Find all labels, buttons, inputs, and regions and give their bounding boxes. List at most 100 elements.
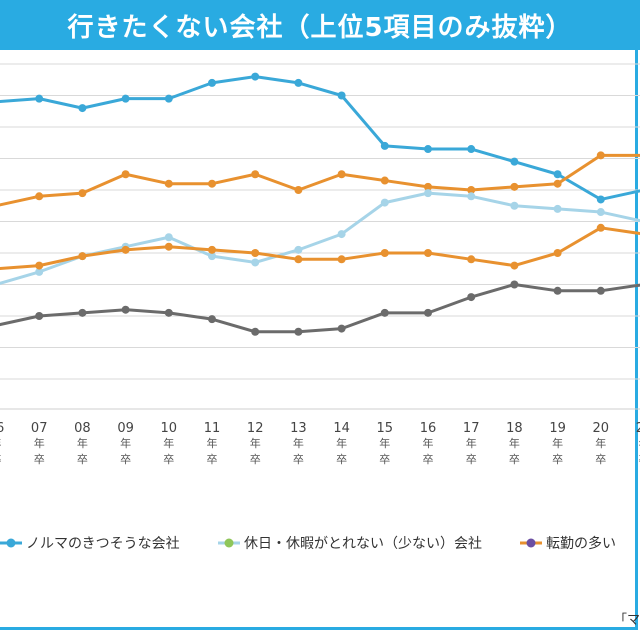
x-tick-suffix: 卒 bbox=[163, 452, 174, 466]
data-point bbox=[380, 308, 389, 317]
data-point bbox=[424, 308, 432, 317]
legend-label: 休日・休暇がとれない（少ない）会社 bbox=[244, 536, 482, 552]
data-point bbox=[380, 141, 389, 150]
data-point bbox=[510, 201, 519, 210]
data-point bbox=[294, 327, 303, 336]
source-note: 「マ bbox=[613, 613, 640, 628]
legend-marker bbox=[526, 538, 536, 548]
data-point bbox=[596, 151, 605, 160]
x-tick-suffix: 年 bbox=[595, 436, 606, 450]
data-point bbox=[251, 170, 260, 179]
data-point bbox=[510, 182, 519, 191]
data-point bbox=[337, 324, 346, 333]
data-point bbox=[164, 179, 173, 188]
data-point bbox=[78, 308, 87, 317]
data-point bbox=[596, 195, 605, 204]
data-point bbox=[35, 94, 44, 103]
data-point bbox=[380, 176, 389, 185]
x-tick-label: 19 bbox=[549, 421, 566, 436]
data-point bbox=[467, 293, 476, 302]
data-point bbox=[380, 198, 389, 207]
x-tick-suffix: 年 bbox=[552, 436, 563, 450]
data-point bbox=[208, 315, 216, 324]
data-point bbox=[251, 327, 260, 336]
data-point bbox=[164, 308, 173, 317]
data-point bbox=[467, 186, 476, 194]
data-point bbox=[35, 267, 44, 276]
x-tick-suffix: 年 bbox=[207, 436, 218, 450]
data-point bbox=[553, 170, 562, 179]
chart-title: 行きたくない会社（上位5項目のみ抜粋） bbox=[0, 0, 640, 50]
x-tick-suffix: 年 bbox=[423, 436, 434, 450]
x-tick-suffix: 卒 bbox=[639, 452, 640, 466]
series-line bbox=[0, 153, 640, 207]
x-tick-suffix: 卒 bbox=[120, 452, 131, 466]
x-tick-label: 11 bbox=[204, 421, 221, 436]
data-point bbox=[337, 255, 346, 264]
data-point bbox=[467, 255, 476, 264]
data-point bbox=[121, 305, 130, 314]
data-point bbox=[337, 230, 346, 239]
x-tick-suffix: 年 bbox=[466, 436, 477, 450]
line-chart: 06年卒07年卒08年卒09年卒10年卒11年卒12年卒13年卒14年卒15年卒… bbox=[0, 63, 640, 552]
x-tick-label: 13 bbox=[290, 421, 307, 436]
data-point bbox=[553, 249, 562, 257]
data-point bbox=[294, 78, 303, 87]
x-tick-suffix: 卒 bbox=[34, 452, 45, 466]
x-tick-label: 14 bbox=[333, 421, 350, 436]
data-point bbox=[424, 182, 432, 191]
legend-label: ノルマのきつそうな会社 bbox=[26, 536, 180, 552]
x-tick-label: 10 bbox=[161, 421, 178, 436]
data-point bbox=[553, 286, 562, 295]
data-point bbox=[251, 249, 260, 257]
x-tick-label: 12 bbox=[247, 421, 264, 436]
x-tick-suffix: 卒 bbox=[509, 452, 520, 466]
legend-marker bbox=[224, 538, 234, 548]
data-point bbox=[35, 192, 44, 201]
legend-label: 転勤の多い bbox=[546, 535, 616, 552]
x-tick-suffix: 年 bbox=[250, 436, 261, 450]
data-point bbox=[337, 170, 346, 179]
x-tick-suffix: 卒 bbox=[595, 452, 606, 466]
data-point bbox=[510, 261, 519, 270]
x-tick-suffix: 年 bbox=[379, 436, 390, 450]
data-point bbox=[164, 233, 173, 242]
data-point bbox=[164, 242, 173, 251]
x-tick-label: 08 bbox=[74, 421, 91, 436]
data-point bbox=[424, 145, 432, 154]
x-tick-label: 16 bbox=[420, 421, 437, 436]
x-tick-label: 21 bbox=[636, 421, 640, 436]
x-tick-suffix: 卒 bbox=[552, 452, 563, 466]
data-point bbox=[424, 189, 432, 198]
x-tick-suffix: 年 bbox=[0, 436, 2, 450]
data-point bbox=[380, 249, 389, 257]
data-point bbox=[467, 192, 476, 201]
data-point bbox=[294, 245, 303, 254]
x-tick-label: 09 bbox=[117, 421, 134, 436]
data-point bbox=[424, 249, 432, 257]
data-point bbox=[553, 204, 562, 213]
x-tick-suffix: 卒 bbox=[0, 452, 2, 466]
data-point bbox=[251, 258, 260, 267]
x-tick-suffix: 年 bbox=[34, 436, 45, 450]
data-point bbox=[208, 245, 216, 254]
x-tick-suffix: 年 bbox=[77, 436, 88, 450]
x-tick-suffix: 年 bbox=[163, 436, 174, 450]
data-point bbox=[78, 189, 87, 198]
data-point bbox=[510, 157, 519, 166]
series-line bbox=[0, 191, 640, 285]
x-tick-suffix: 年 bbox=[336, 436, 347, 450]
data-point bbox=[337, 91, 346, 100]
legend-marker bbox=[6, 538, 16, 548]
data-point bbox=[510, 280, 519, 289]
x-tick-suffix: 卒 bbox=[250, 452, 261, 466]
data-point bbox=[467, 145, 476, 154]
x-tick-label: 17 bbox=[463, 421, 480, 436]
x-tick-suffix: 卒 bbox=[423, 452, 434, 466]
data-point bbox=[35, 312, 44, 320]
x-tick-suffix: 卒 bbox=[379, 452, 390, 466]
data-point bbox=[121, 170, 130, 179]
x-tick-suffix: 卒 bbox=[293, 452, 304, 466]
data-point bbox=[251, 72, 260, 81]
data-point bbox=[78, 104, 87, 113]
